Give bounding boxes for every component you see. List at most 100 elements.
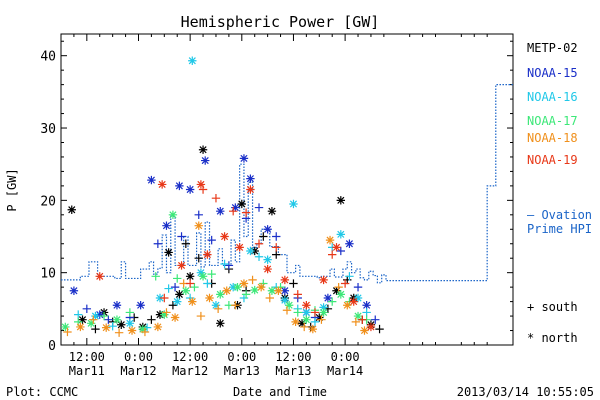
north-point	[362, 301, 371, 310]
north-point	[222, 286, 231, 295]
north-point	[188, 56, 197, 65]
south-point	[147, 315, 156, 324]
north-point	[297, 319, 307, 328]
north-point	[315, 313, 324, 322]
south-point	[259, 232, 268, 241]
north-point	[319, 308, 328, 317]
south-point	[203, 279, 212, 288]
north-point	[233, 282, 242, 292]
south-point	[241, 208, 251, 217]
north-point	[250, 246, 259, 256]
south-point	[211, 193, 221, 203]
north-point	[203, 250, 212, 259]
south-point	[114, 328, 124, 337]
north-point	[160, 310, 169, 319]
north-point	[173, 297, 182, 306]
north-point	[228, 282, 238, 292]
south-point	[63, 327, 72, 337]
north-point	[102, 323, 111, 332]
south-point	[125, 308, 135, 317]
south-point	[190, 282, 199, 292]
north-point	[231, 203, 240, 212]
south-point	[170, 282, 180, 292]
south-point	[259, 279, 268, 288]
south-point	[276, 282, 285, 292]
south-point	[228, 206, 238, 216]
south-point	[140, 327, 150, 337]
north-point	[336, 230, 346, 239]
y-tick-label: 40	[40, 50, 56, 65]
south-point	[328, 250, 337, 259]
legend-ovation-prime-hpi-label: Prime HPI	[527, 222, 592, 236]
north-point	[196, 268, 206, 277]
north-point	[246, 185, 255, 194]
south-point	[265, 293, 274, 303]
north-point	[256, 282, 266, 292]
south-point	[185, 279, 195, 288]
north-point	[181, 286, 191, 295]
south-point	[104, 315, 113, 324]
north-point	[239, 279, 249, 288]
north-point	[112, 315, 122, 324]
north-point	[162, 221, 171, 230]
north-point	[336, 196, 346, 205]
x-tick-date-label: Mar12	[172, 364, 208, 378]
south-point	[153, 239, 163, 248]
north-point	[308, 324, 318, 334]
north-point	[155, 310, 165, 319]
north-point	[323, 293, 333, 303]
south-point	[162, 308, 171, 317]
south-point	[220, 259, 229, 269]
north-point	[267, 206, 277, 216]
south-point	[99, 311, 109, 321]
north-point	[205, 293, 214, 303]
north-point	[289, 199, 298, 209]
north-point	[177, 261, 186, 270]
south-point	[310, 308, 320, 317]
north-point	[319, 275, 328, 285]
plot-credit: Plot: CCMC	[6, 385, 78, 399]
north-point	[345, 239, 354, 248]
south-point	[362, 308, 371, 317]
legend-series-label: NOAA-17	[527, 114, 578, 128]
legend-ovation-line-label: — Ovation	[527, 208, 592, 222]
north-point	[198, 272, 208, 281]
south-point	[89, 315, 98, 324]
x-tick-time-label: 0:00	[124, 350, 153, 364]
plot-timestamp: 2013/03/14 10:55:05	[457, 385, 594, 399]
north-point	[188, 297, 197, 306]
north-point	[250, 285, 259, 295]
x-tick-time-label: 12:00	[275, 350, 311, 364]
north-point	[353, 293, 363, 303]
south-point	[91, 324, 100, 334]
south-point	[168, 301, 178, 310]
south-point	[207, 269, 216, 279]
north-point	[366, 322, 376, 332]
north-point	[336, 290, 346, 299]
south-point	[340, 279, 350, 288]
south-point	[254, 203, 264, 212]
south-point	[282, 306, 292, 315]
north-point	[117, 320, 126, 329]
x-tick-date-label: Mar13	[275, 364, 311, 378]
south-point	[173, 274, 182, 283]
north-point	[201, 156, 210, 165]
y-axis-label: P [GW]	[5, 168, 19, 211]
y-tick-label: 0	[48, 339, 56, 354]
north-point	[332, 286, 341, 295]
north-point	[220, 232, 229, 241]
south-point	[198, 185, 208, 194]
south-point	[351, 317, 361, 327]
y-tick-label: 30	[40, 122, 56, 137]
legend-series-label: NOAA-15	[527, 66, 578, 80]
south-point	[151, 272, 160, 281]
legend-series-label: NOAA-18	[527, 131, 578, 145]
south-point	[160, 293, 169, 303]
south-point	[213, 304, 223, 314]
north-point	[325, 235, 335, 245]
legend-series-label: METP-02	[527, 41, 578, 55]
south-point	[272, 250, 281, 259]
south-point	[248, 275, 257, 285]
north-point	[91, 311, 100, 321]
